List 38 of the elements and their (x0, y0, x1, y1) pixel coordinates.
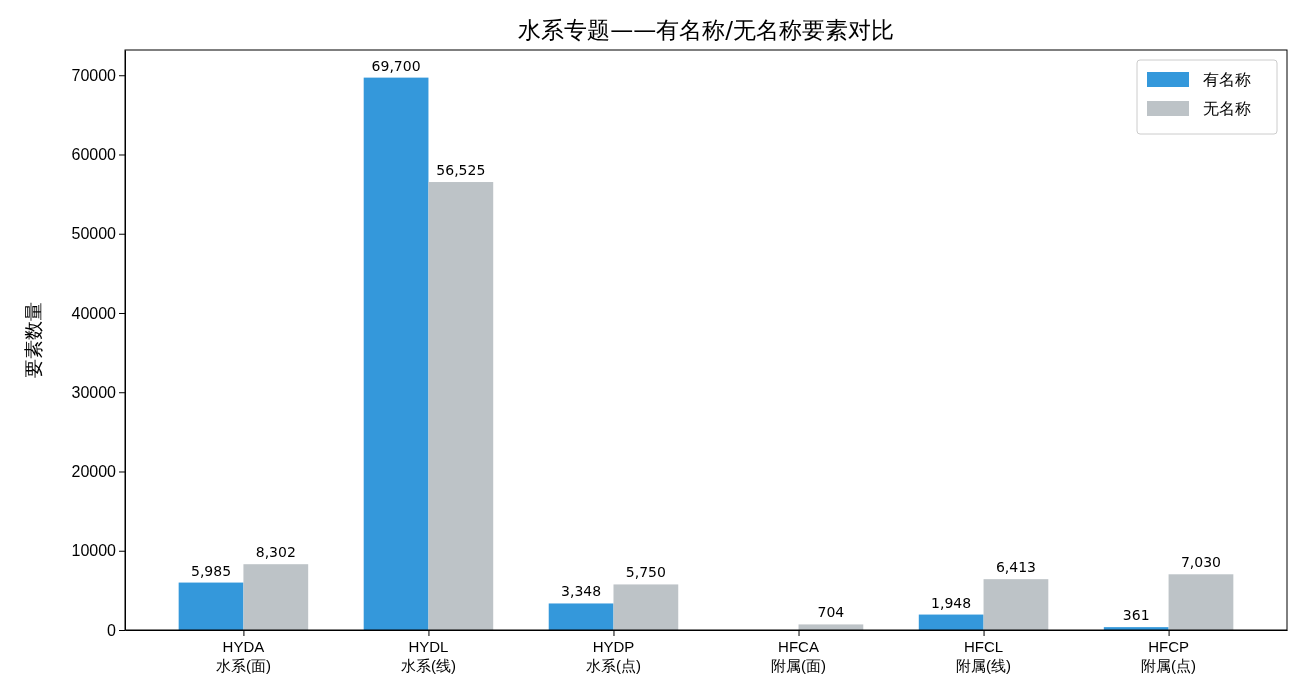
bar (428, 182, 494, 630)
data-label: 3,348 (561, 583, 602, 600)
y-tick-label: 20000 (71, 463, 117, 481)
x-tick-label: HFCL 附属(线) (956, 638, 1012, 674)
data-label: 704 (817, 604, 845, 621)
x-tick-label: HYDA 水系(面) (215, 638, 271, 674)
data-label: 6,413 (995, 559, 1036, 576)
data-label: 8,302 (255, 544, 296, 561)
legend-label: 有名称 (1203, 70, 1251, 89)
bar (243, 564, 309, 630)
data-label: 56,525 (436, 162, 486, 179)
x-tick-label: HYDP 水系(点) (585, 638, 641, 674)
data-label: 1,948 (931, 594, 972, 611)
x-tick-label: HFCA 附属(面) (771, 638, 827, 674)
data-label: 361 (1122, 607, 1150, 624)
x-tick-label: HFCP 附属(点) (1141, 638, 1197, 674)
y-tick-label: 50000 (71, 225, 117, 243)
bar (918, 614, 984, 630)
y-axis-title: 要素数量 (22, 302, 44, 378)
bar (983, 579, 1049, 630)
x-tick-label: HYDL 水系(线) (400, 638, 456, 674)
bar (613, 584, 679, 630)
y-tick-label: 30000 (71, 383, 117, 401)
bar (178, 582, 244, 630)
data-label: 69,700 (371, 57, 421, 74)
bar (548, 603, 614, 630)
data-label: 7,030 (1180, 554, 1222, 571)
bar (363, 77, 429, 630)
chart-title: 水系专题——有名称/无名称要素对比 (518, 17, 894, 43)
y-tick-label: 10000 (71, 542, 117, 560)
legend-label: 无名称 (1203, 99, 1251, 118)
y-tick-label: 0 (107, 621, 117, 639)
y-tick-label: 60000 (71, 146, 117, 164)
data-label: 5,985 (190, 562, 232, 579)
bar (1168, 574, 1234, 630)
y-tick-label: 70000 (71, 66, 117, 84)
y-tick-label: 40000 (71, 304, 117, 322)
data-label: 5,750 (625, 564, 666, 581)
